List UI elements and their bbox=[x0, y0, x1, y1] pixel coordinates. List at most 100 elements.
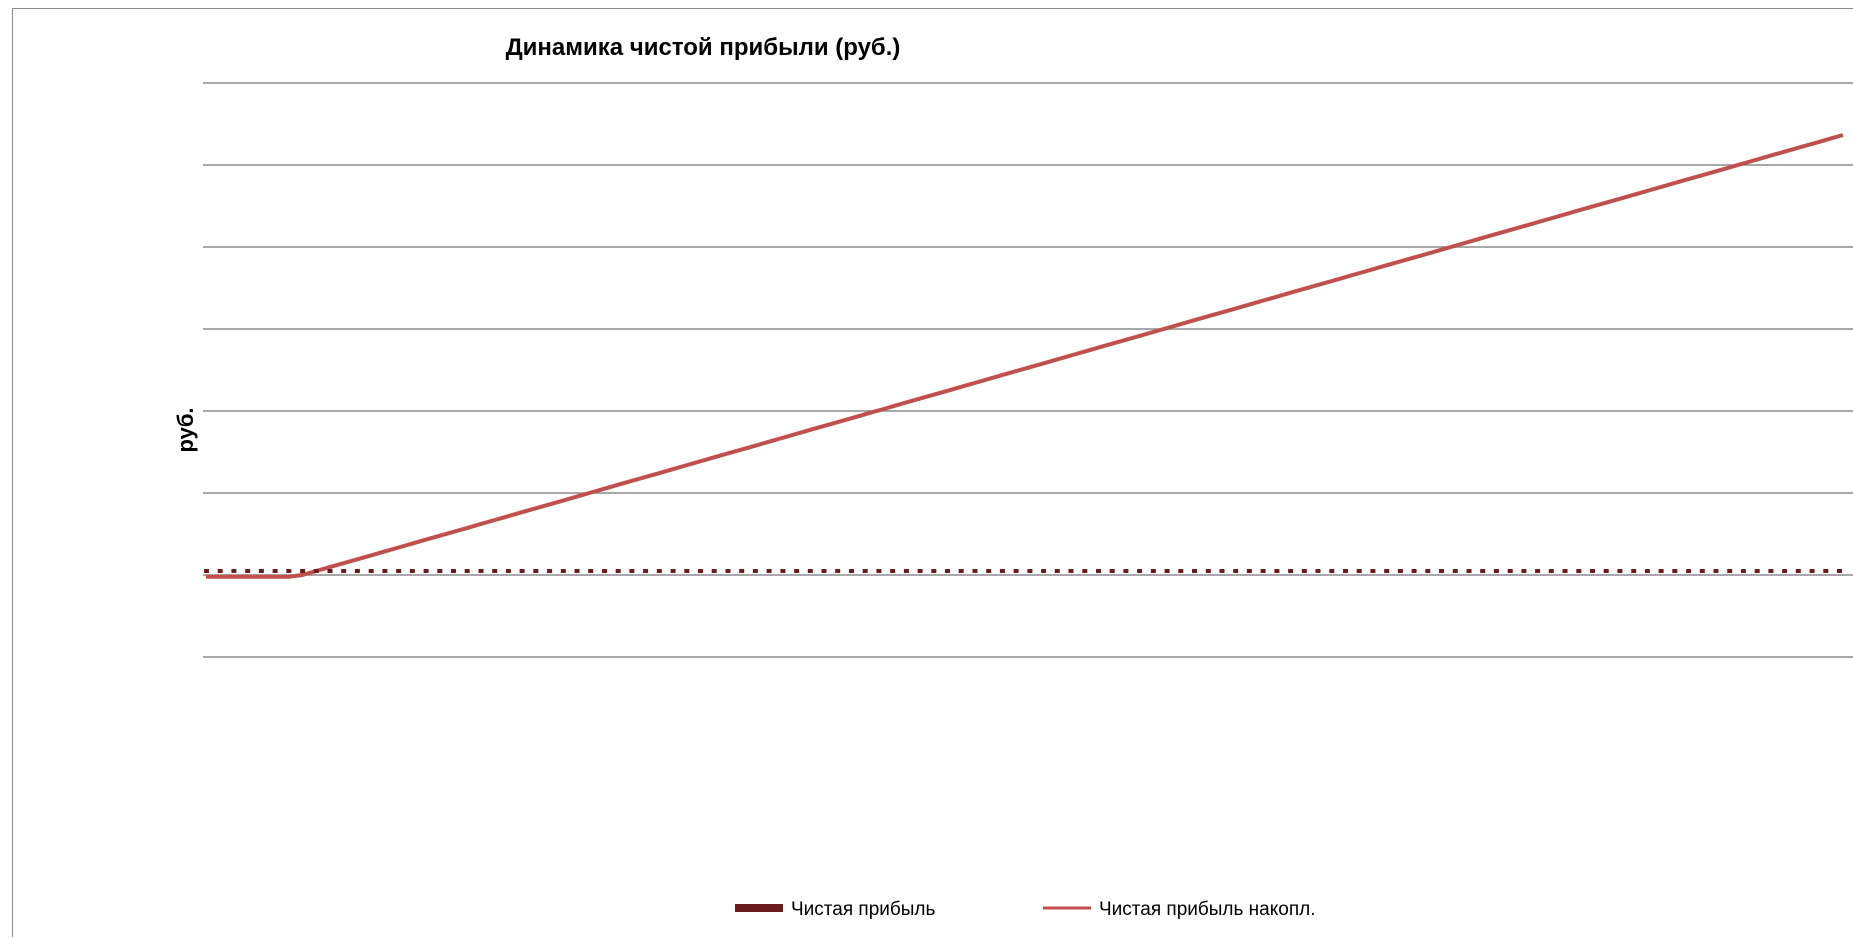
series-point-net-profit bbox=[204, 569, 209, 573]
series-point-net-profit bbox=[903, 569, 909, 573]
series-point-net-profit bbox=[1837, 569, 1842, 573]
series-point-net-profit bbox=[1192, 569, 1197, 573]
series-point-net-profit bbox=[1576, 569, 1582, 573]
legend-item-cumulative[interactable]: Чистая прибыль накопл. bbox=[1043, 899, 1315, 920]
series-point-net-profit bbox=[711, 569, 717, 573]
series-point-net-profit bbox=[1603, 569, 1609, 573]
series-point-net-profit bbox=[1754, 569, 1760, 573]
series-point-net-profit bbox=[437, 569, 443, 573]
series-point-net-profit bbox=[1686, 569, 1692, 573]
legend-item-net-profit[interactable]: Чистая прибыль bbox=[735, 899, 935, 920]
series-point-net-profit bbox=[1699, 569, 1705, 573]
series-point-net-profit bbox=[231, 569, 237, 573]
series-point-net-profit bbox=[327, 569, 333, 573]
series-point-net-profit bbox=[1411, 569, 1417, 573]
series-point-net-profit bbox=[1493, 569, 1499, 573]
series-point-net-profit bbox=[890, 569, 896, 573]
series-point-net-profit bbox=[217, 569, 223, 573]
series-point-net-profit bbox=[876, 569, 882, 573]
series-point-net-profit bbox=[1205, 569, 1211, 573]
series-point-net-profit bbox=[1535, 569, 1541, 573]
series-point-net-profit bbox=[1343, 569, 1348, 573]
series-point-net-profit bbox=[1260, 569, 1266, 573]
series-point-net-profit bbox=[1027, 569, 1033, 573]
series-point-net-profit bbox=[300, 569, 306, 573]
series-point-net-profit bbox=[1768, 569, 1774, 573]
chart-title: Динамика чистой прибыли (руб.) bbox=[506, 34, 901, 61]
series-point-net-profit bbox=[258, 569, 264, 573]
series-point-net-profit bbox=[615, 569, 621, 573]
series-point-net-profit bbox=[451, 569, 456, 573]
legend-swatch-net-profit bbox=[735, 904, 783, 912]
series-point-net-profit bbox=[684, 569, 690, 573]
series-point-net-profit bbox=[245, 569, 251, 573]
series-point-net-profit bbox=[999, 569, 1005, 573]
series-point-net-profit bbox=[807, 569, 813, 573]
series-point-net-profit bbox=[1644, 569, 1650, 573]
chart-frame: Динамика чистой прибыли (руб.) руб. Чист… bbox=[12, 8, 1853, 937]
series-point-net-profit bbox=[1109, 569, 1115, 573]
series-point-net-profit bbox=[1809, 569, 1815, 573]
series-point-net-profit bbox=[972, 569, 978, 573]
chart-svg: Динамика чистой прибыли (руб.) руб. Чист… bbox=[173, 34, 1853, 920]
series-point-net-profit bbox=[958, 569, 964, 573]
series-point-net-profit bbox=[835, 569, 841, 573]
series-point-net-profit bbox=[505, 569, 511, 573]
series-point-net-profit bbox=[986, 569, 992, 573]
series-point-net-profit bbox=[821, 569, 827, 573]
series-point-net-profit bbox=[1329, 569, 1335, 573]
series-point-net-profit bbox=[533, 569, 539, 573]
series-point-net-profit bbox=[1137, 569, 1143, 573]
series-point-net-profit bbox=[656, 569, 662, 573]
series-point-net-profit bbox=[354, 569, 360, 573]
series-point-net-profit bbox=[1233, 569, 1239, 573]
series-point-net-profit bbox=[1096, 569, 1101, 573]
series-point-net-profit bbox=[1480, 569, 1486, 573]
series-point-net-profit bbox=[1795, 569, 1801, 573]
series-point-net-profit bbox=[547, 569, 553, 573]
series-point-net-profit bbox=[1548, 569, 1554, 573]
series-point-net-profit bbox=[1823, 569, 1829, 573]
series-point-net-profit bbox=[492, 569, 498, 573]
series-point-net-profit bbox=[1068, 569, 1074, 573]
series-point-net-profit bbox=[752, 569, 758, 573]
series-point-net-profit bbox=[766, 569, 772, 573]
series-point-net-profit bbox=[1617, 569, 1623, 573]
series-point-net-profit bbox=[519, 569, 525, 573]
series-point-net-profit bbox=[409, 569, 415, 573]
series-point-net-profit bbox=[698, 569, 703, 573]
series-point-net-profit bbox=[560, 569, 566, 573]
series-point-net-profit bbox=[1219, 569, 1225, 573]
series-point-net-profit bbox=[931, 569, 937, 573]
series-point-net-profit bbox=[1562, 569, 1568, 573]
series-point-net-profit bbox=[1782, 569, 1788, 573]
series-point-net-profit bbox=[286, 569, 292, 573]
series-point-net-profit bbox=[1178, 569, 1184, 573]
series-point-net-profit bbox=[739, 569, 745, 573]
series-point-net-profit bbox=[862, 569, 868, 573]
y-axis-label: руб. bbox=[173, 407, 198, 452]
legend-label-cumulative: Чистая прибыль накопл. bbox=[1099, 899, 1315, 920]
series-group bbox=[204, 133, 1844, 579]
legend: Чистая прибыль Чистая прибыль накопл. bbox=[735, 899, 1315, 920]
series-point-net-profit bbox=[1521, 569, 1527, 573]
series-point-net-profit bbox=[1452, 569, 1458, 573]
series-point-net-profit bbox=[1274, 569, 1280, 573]
series-point-net-profit bbox=[1397, 569, 1403, 573]
series-point-net-profit bbox=[945, 569, 950, 573]
series-point-net-profit bbox=[272, 569, 278, 573]
series-point-net-profit bbox=[1740, 569, 1746, 573]
series-point-net-profit bbox=[1631, 569, 1637, 573]
series-point-net-profit bbox=[1713, 569, 1719, 573]
series-point-net-profit bbox=[1082, 569, 1088, 573]
series-point-net-profit bbox=[849, 569, 854, 573]
series-point-net-profit bbox=[794, 569, 800, 573]
series-point-net-profit bbox=[1384, 569, 1390, 573]
series-point-net-profit bbox=[1288, 569, 1294, 573]
series-point-net-profit bbox=[780, 569, 786, 573]
gridlines bbox=[203, 82, 1853, 658]
series-line-cumulative bbox=[206, 133, 1844, 579]
series-point-net-profit bbox=[1356, 569, 1362, 573]
series-point-net-profit bbox=[629, 569, 635, 573]
series-point-net-profit bbox=[1150, 569, 1156, 573]
